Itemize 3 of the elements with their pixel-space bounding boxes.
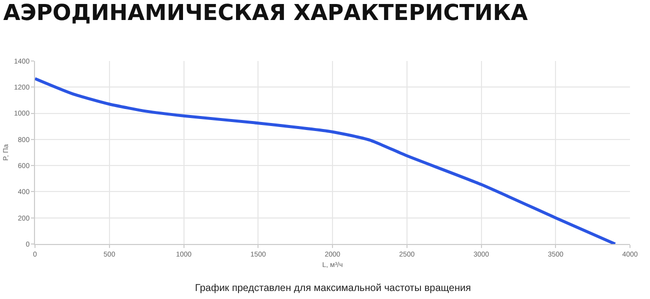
text: График представлен для максимальной частоты вращения: [195, 283, 471, 294]
chart-title: АЭРОДИНАМИЧЕСКАЯ ХАРАКТЕРИСТИКА: [3, 0, 528, 26]
line-series: [35, 77, 617, 244]
